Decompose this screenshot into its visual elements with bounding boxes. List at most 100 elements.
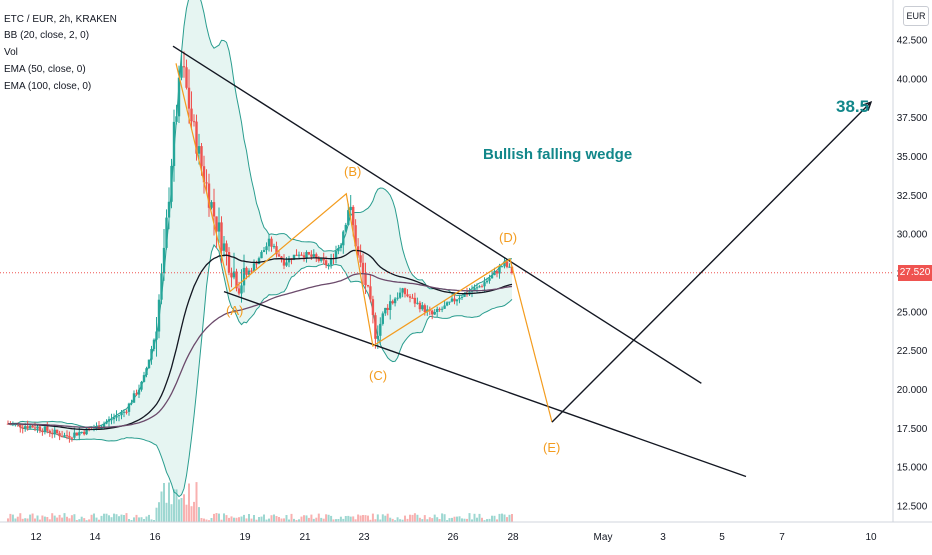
candle-body — [423, 305, 426, 313]
candle-body — [140, 381, 143, 390]
candle-body — [200, 146, 203, 167]
candle-body — [381, 313, 384, 324]
indicator-ema100[interactable]: EMA (100, close, 0) — [4, 81, 92, 92]
pattern-title: Bullish falling wedge — [483, 146, 633, 163]
target-label: 38.5 — [836, 97, 870, 116]
candle-body — [371, 299, 375, 316]
volume-bar — [248, 514, 250, 522]
volume-bar — [352, 516, 355, 522]
indicator-ema50[interactable]: EMA (50, close, 0) — [4, 64, 86, 75]
volume-bar — [260, 516, 263, 522]
volume-bar — [105, 513, 108, 522]
volume-bar — [466, 518, 468, 522]
volume-bar — [41, 515, 44, 522]
candle-body — [65, 435, 69, 437]
candle-body — [480, 286, 484, 288]
candle-body — [252, 263, 256, 272]
volume-bar — [70, 515, 73, 522]
candle-body — [443, 305, 446, 309]
volume-bar — [68, 518, 71, 522]
y-tick-label: 12.500 — [897, 502, 928, 513]
volume-bar — [56, 517, 59, 522]
candle-body — [202, 166, 206, 183]
volume-bar — [53, 515, 56, 522]
volume-bar — [280, 518, 283, 522]
candle-body — [401, 288, 404, 293]
volume-bar — [476, 517, 478, 522]
currency-badge[interactable]: EUR — [903, 6, 929, 26]
volume-bar — [130, 520, 133, 522]
candle-body — [272, 246, 276, 248]
candle-body — [347, 210, 350, 225]
candle-body — [488, 278, 491, 281]
candle-body — [137, 389, 141, 395]
volume-bar — [195, 482, 198, 522]
volume-bar — [120, 514, 123, 522]
candle-body — [379, 323, 382, 336]
candle-body — [342, 231, 345, 246]
candle-body — [217, 222, 221, 232]
volume-bar — [379, 519, 382, 522]
volume-bars — [7, 482, 513, 522]
volume-bar — [421, 519, 424, 522]
candle-body — [421, 305, 424, 310]
symbol-title[interactable]: ETC / EUR, 2h, KRAKEN — [4, 14, 117, 25]
candle-body — [78, 432, 81, 436]
candle-body — [157, 299, 161, 332]
candle-body — [267, 238, 271, 247]
candle-body — [125, 411, 128, 413]
indicator-vol[interactable]: Vol — [4, 47, 18, 58]
volume-bar — [128, 519, 130, 522]
volume-bar — [461, 518, 463, 522]
volume-bar — [155, 507, 158, 522]
x-tick-label: 19 — [239, 532, 251, 543]
candle-body — [445, 302, 449, 306]
volume-bar — [339, 516, 342, 522]
candle-body — [26, 426, 29, 429]
wave-label-d: (D) — [499, 230, 518, 245]
candle-body — [225, 243, 228, 252]
volume-bar — [113, 513, 115, 522]
volume-bar — [371, 513, 374, 522]
volume-bar — [110, 517, 113, 522]
candle-body — [374, 315, 377, 339]
wave-label-a: (A) — [226, 303, 244, 318]
candle-body — [376, 335, 379, 339]
volume-bar — [330, 515, 333, 522]
volume-bar — [140, 517, 143, 522]
candle-body — [112, 417, 116, 420]
volume-bar — [428, 517, 431, 522]
volume-bar — [493, 515, 496, 522]
volume-bar — [416, 514, 419, 522]
y-tick-label: 15.000 — [897, 463, 928, 474]
candle-body — [408, 296, 412, 298]
volume-bar — [138, 517, 140, 522]
candle-body — [483, 282, 486, 287]
candle-body — [240, 285, 243, 294]
candle-body — [167, 201, 171, 218]
candle-body — [48, 430, 51, 433]
wave-label-b: (B) — [344, 164, 362, 179]
candle-body — [190, 108, 193, 122]
volume-bar — [118, 516, 120, 522]
x-tick-label: 12 — [30, 532, 42, 543]
volume-bar — [335, 519, 337, 522]
volume-bar — [98, 519, 100, 522]
volume-bar — [78, 519, 81, 522]
candle-body — [195, 121, 198, 154]
volume-bar — [73, 514, 76, 522]
indicator-bb[interactable]: BB (20, close, 2, 0) — [4, 30, 90, 41]
candle-body — [150, 349, 153, 360]
volume-bar — [228, 517, 230, 522]
volume-bar — [14, 518, 17, 522]
candle-body — [187, 87, 191, 109]
volume-bar — [288, 519, 290, 522]
candle-body — [302, 255, 306, 258]
candle-body — [478, 286, 481, 288]
candle-body — [31, 425, 34, 428]
volume-bar — [473, 513, 476, 522]
volume-bar — [173, 489, 175, 522]
volume-bar — [322, 518, 325, 522]
